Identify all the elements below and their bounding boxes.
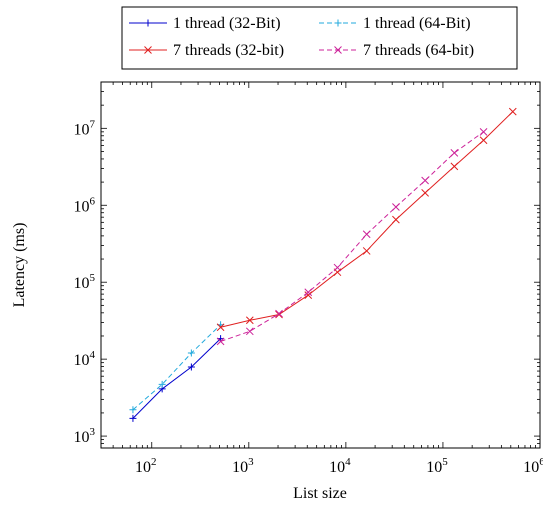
series-line [132,338,221,419]
axis-ticks: 102 103 104 105 106 103 104 105 106 107 [74,81,543,476]
series-1 [129,335,225,422]
series-4 [216,127,488,346]
data-point [187,349,195,357]
data-point [333,263,342,272]
y-tick-label: 104 [74,349,96,369]
data-point [129,406,137,414]
series-line [132,324,221,411]
x-tick-label: 106 [523,456,543,476]
legend-item: 7 threads (32-bit) [129,42,284,59]
series-2 [129,321,225,414]
data-point [450,162,459,171]
data-point [304,291,313,299]
series-3 [216,107,517,332]
data-point [421,176,429,185]
x-tick-label: 102 [135,456,157,476]
legend: 1 thread (32-Bit) 1 thread (64-Bit) 7 thre… [121,6,518,70]
legend-label: 7 threads (64-bit) [363,42,474,59]
y-axis-label: Latency (ms) [11,223,28,308]
y-tick-label: 105 [74,272,96,292]
y-tick-label: 106 [74,195,96,215]
data-point [479,136,488,145]
x-tick-label: 103 [232,456,254,476]
legend-label: 1 thread (32-Bit) [173,15,281,32]
x-axis-label: List size [293,485,347,502]
legend-item: 1 thread (32-Bit) [129,15,281,32]
data-point [304,288,313,297]
data-point [275,309,283,318]
plot-area [100,81,541,449]
data-point [508,107,517,116]
legend-marker [144,46,152,54]
y-tick-label: 103 [74,426,96,446]
legend-item: 7 threads (64-bit) [319,42,474,59]
data-point [450,148,459,157]
legend-label: 7 threads (32-bit) [173,42,284,59]
data-point [129,414,137,422]
data-point [392,215,400,224]
y-tick-label: 107 [74,118,96,138]
data-point [216,337,225,346]
data-point [479,127,488,136]
legend-item: 1 thread (64-Bit) [319,15,471,32]
x-tick-label: 104 [329,456,351,476]
data-point [392,203,400,211]
legend-marker [334,19,342,27]
legend-marker [144,19,152,27]
series-layer [129,107,517,422]
data-point [245,316,254,325]
legend-box [121,6,518,70]
data-point [245,327,254,336]
data-point [187,363,195,371]
data-point [421,188,429,197]
series-line [220,131,484,342]
data-point [362,230,371,239]
data-point [158,380,166,388]
legend-label: 1 thread (64-Bit) [363,15,471,32]
x-tick-label: 105 [426,456,448,476]
series-line [220,111,514,328]
legend-marker [334,46,342,54]
data-point [362,247,371,255]
data-point [216,323,225,332]
